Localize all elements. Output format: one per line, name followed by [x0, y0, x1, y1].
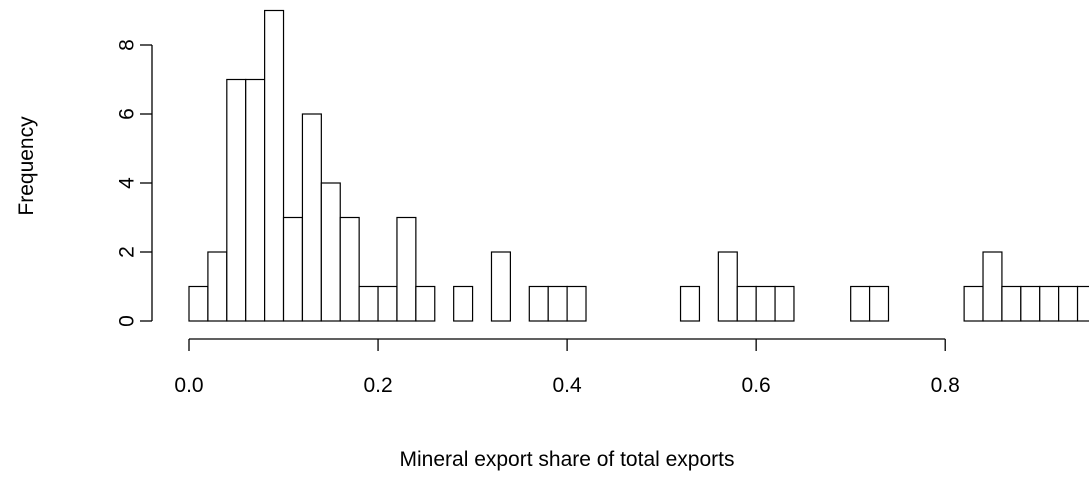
- y-tick-label: 2: [116, 246, 139, 258]
- bar: [453, 285, 474, 322]
- bar: [1020, 285, 1041, 322]
- bar: [1058, 285, 1079, 322]
- bar: [301, 113, 322, 322]
- y-tick-label: 8: [116, 39, 139, 51]
- bar: [850, 285, 871, 322]
- x-axis-label: Mineral export share of total exports: [400, 448, 735, 471]
- x-tick-label: 0.0: [174, 374, 203, 397]
- bar: [1039, 285, 1060, 322]
- bar: [377, 285, 398, 322]
- bar: [358, 285, 379, 322]
- bar: [1001, 285, 1022, 322]
- y-tick-label: 0: [116, 315, 139, 327]
- x-tick-label: 0.6: [742, 374, 771, 397]
- bar: [528, 285, 549, 322]
- bar: [188, 285, 209, 322]
- bar: [282, 216, 304, 322]
- x-tick-label: 0.2: [363, 374, 392, 397]
- bar: [547, 285, 568, 322]
- y-axis-label: Frequency: [15, 116, 38, 216]
- bar: [264, 9, 285, 322]
- bar: [717, 251, 738, 322]
- bar: [490, 251, 511, 322]
- x-tick-label: 0.4: [553, 374, 583, 397]
- bar: [226, 78, 247, 322]
- bar: [339, 216, 360, 322]
- bar: [963, 285, 984, 322]
- y-tick-label: 6: [116, 108, 139, 120]
- bar: [415, 285, 436, 322]
- bar: [774, 285, 795, 322]
- bar: [566, 285, 587, 322]
- bar: [736, 285, 757, 322]
- bar: [245, 78, 266, 322]
- bar: [1076, 285, 1089, 322]
- bar: [755, 285, 776, 322]
- x-tick-label: 0.8: [931, 374, 960, 397]
- y-tick-label: 4: [116, 177, 139, 189]
- bar: [679, 285, 701, 322]
- bar: [396, 216, 417, 322]
- bar: [868, 285, 890, 322]
- bar: [982, 251, 1003, 322]
- bar: [207, 251, 228, 322]
- bar: [320, 182, 341, 322]
